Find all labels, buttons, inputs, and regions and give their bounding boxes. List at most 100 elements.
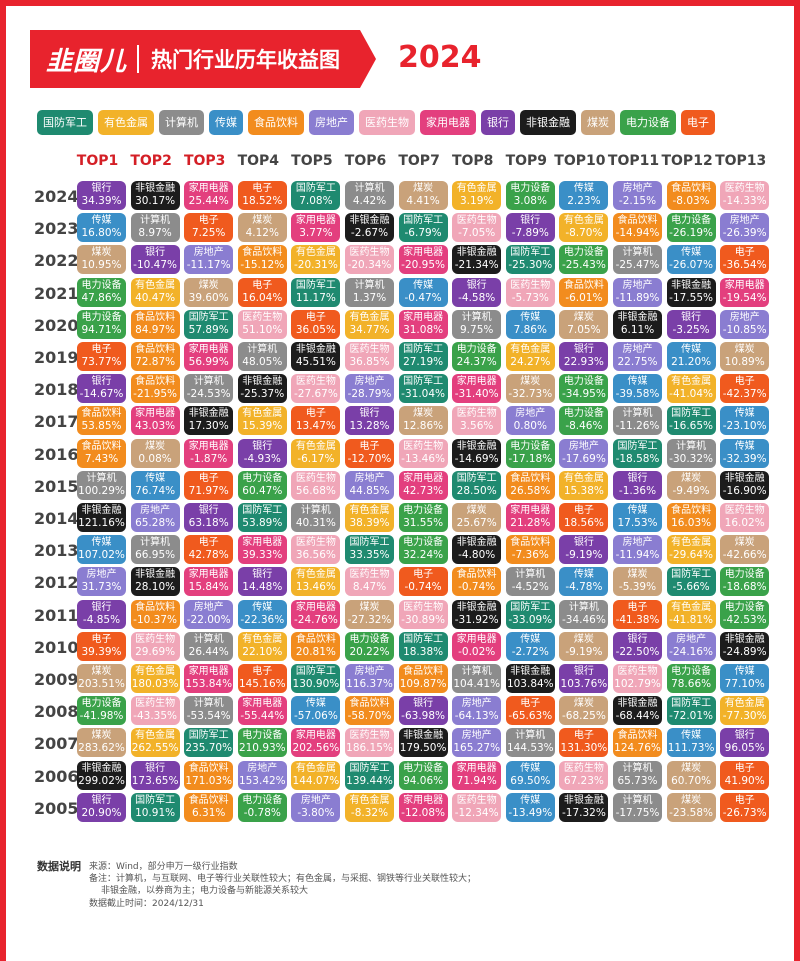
cell-return: 20.90%	[81, 806, 122, 819]
cell-return: 66.95%	[135, 549, 176, 562]
year-row-label: 2011	[34, 605, 79, 625]
return-cell: 食品饮料 -0.74%	[452, 567, 502, 597]
return-cell: 传媒 7.86%	[505, 309, 555, 339]
cell-industry: 电力设备	[81, 279, 122, 291]
legend-item: 食品饮料	[248, 110, 304, 135]
return-cell: 电力设备 60.47%	[237, 470, 287, 500]
cell-return: 299.02%	[78, 774, 125, 787]
cell-return: -21.95%	[133, 388, 177, 401]
cell-return: 17.53%	[617, 517, 658, 529]
cell-industry: 电子	[305, 408, 326, 420]
cell-return: -36.54%	[722, 259, 767, 272]
cell-return: -31.04%	[401, 388, 445, 401]
cell-return: 7.86%	[513, 323, 547, 336]
return-cell: 银行 103.76%	[559, 664, 609, 693]
cell-return: -14.94%	[615, 227, 660, 240]
cell-return: 25.67%	[456, 517, 497, 529]
year-row-label: 2005	[34, 798, 79, 818]
cell-industry: 房地产	[86, 569, 117, 581]
cell-industry: 电力设备	[81, 698, 122, 710]
cell-industry: 医药生物	[403, 601, 444, 613]
cell-return: 42.78%	[188, 549, 229, 562]
cell-return: 76.74%	[135, 484, 176, 497]
notes-line: 非银金融，以券商为主；电力设备与新能源关系较大	[101, 886, 309, 896]
cell-return: -4.58%	[458, 291, 496, 304]
return-cell: 有色金属 -41.81%	[666, 599, 716, 629]
cell-industry: 非银金融	[403, 730, 444, 742]
cell-return: -2.72%	[511, 645, 549, 658]
cell-industry: 食品饮料	[403, 666, 444, 677]
column-header: TOP7	[398, 153, 440, 169]
cell-industry: 有色金属	[242, 408, 283, 420]
cell-industry: 煤炭	[413, 408, 434, 420]
cell-industry: 房地产	[193, 247, 224, 259]
cell-industry: 电子	[91, 344, 112, 355]
return-cell: 医药生物 186.15%	[345, 728, 394, 758]
cell-return: 153.42%	[238, 774, 286, 787]
cell-industry: 电力设备	[242, 472, 283, 484]
return-cell: 家用电器 153.84%	[184, 664, 234, 693]
return-cell: 电子 18.52%	[237, 181, 287, 210]
year-row-label: 2014	[34, 509, 79, 528]
cell-industry: 家用电器	[456, 762, 497, 774]
return-cell: 国防军工 18.38%	[398, 631, 448, 661]
cell-industry: 房地产	[568, 440, 599, 452]
cell-industry: 计算机	[140, 537, 171, 549]
cell-industry: 电子	[252, 666, 273, 677]
year-row-label: 2007	[34, 734, 79, 754]
return-cell: 有色金属 24.27%	[505, 342, 555, 371]
return-cell: 非银金融 -17.32%	[559, 792, 609, 822]
cell-industry: 食品饮料	[135, 311, 176, 323]
cell-industry: 家用电器	[456, 633, 497, 645]
cell-return: 60.70%	[671, 774, 712, 787]
year-row-label: 2019	[34, 348, 79, 367]
return-cell: 医药生物 -5.73%	[505, 277, 555, 307]
cell-industry: 银行	[466, 279, 487, 291]
cell-industry: 计算机	[193, 376, 224, 388]
cell-industry: 家用电器	[403, 247, 444, 259]
cell-return: 10.95%	[81, 259, 122, 272]
return-cell: 煤炭 203.51%	[77, 664, 126, 693]
return-cell: 电力设备 -41.98%	[77, 696, 126, 726]
return-cell: 非银金融 28.10%	[130, 567, 180, 597]
return-cell: 煤炭 12.86%	[398, 406, 448, 436]
return-cell: 医药生物 -27.67%	[291, 374, 341, 404]
cell-industry: 计算机	[300, 505, 331, 516]
cell-industry: 有色金属	[295, 762, 336, 774]
title-banner: 韭圈儿 热门行业历年收益图	[30, 30, 376, 88]
return-cell: 国防军工 130.90%	[291, 664, 341, 693]
cell-industry: 银行	[252, 569, 273, 581]
return-cell: 计算机 -17.75%	[613, 792, 662, 822]
cell-return: 40.47%	[135, 291, 176, 304]
cell-industry: 国防军工	[671, 569, 712, 581]
cell-industry: 非银金融	[563, 794, 604, 806]
cell-return: 210.93%	[238, 742, 286, 755]
return-cell: 银行 96.05%	[720, 728, 770, 758]
cell-industry: 房地产	[300, 794, 331, 806]
year-row-label: 2009	[34, 670, 79, 689]
cell-industry: 传媒	[734, 666, 755, 677]
cell-industry: 非银金融	[135, 569, 176, 581]
cell-return: -28.79%	[347, 388, 392, 401]
cell-return: 12.86%	[403, 420, 444, 433]
cell-return: -11.94%	[615, 549, 660, 562]
cell-return: 145.16%	[238, 678, 286, 690]
cell-industry: 电子	[734, 376, 755, 388]
cell-industry: 电力设备	[81, 311, 122, 323]
cell-return: 94.71%	[81, 323, 122, 336]
cell-industry: 电子	[734, 794, 755, 806]
return-cell: 有色金属 3.19%	[452, 181, 502, 210]
cell-industry: 有色金属	[563, 472, 604, 484]
cell-industry: 电力设备	[510, 183, 551, 194]
return-cell: 房地产 22.75%	[613, 342, 662, 371]
return-cell: 医药生物 67.23%	[559, 760, 609, 790]
cell-return: 186.15%	[346, 742, 393, 755]
return-cell: 煤炭 -68.25%	[559, 696, 609, 726]
return-cell: 国防军工 -33.09%	[505, 599, 555, 629]
cell-return: 3.19%	[460, 195, 494, 207]
return-cell: 电子 41.90%	[720, 760, 770, 790]
cell-return: 25.44%	[188, 195, 229, 207]
cell-return: -8.03%	[672, 195, 710, 207]
cell-industry: 医药生物	[349, 247, 390, 259]
cell-industry: 房地产	[622, 279, 653, 291]
